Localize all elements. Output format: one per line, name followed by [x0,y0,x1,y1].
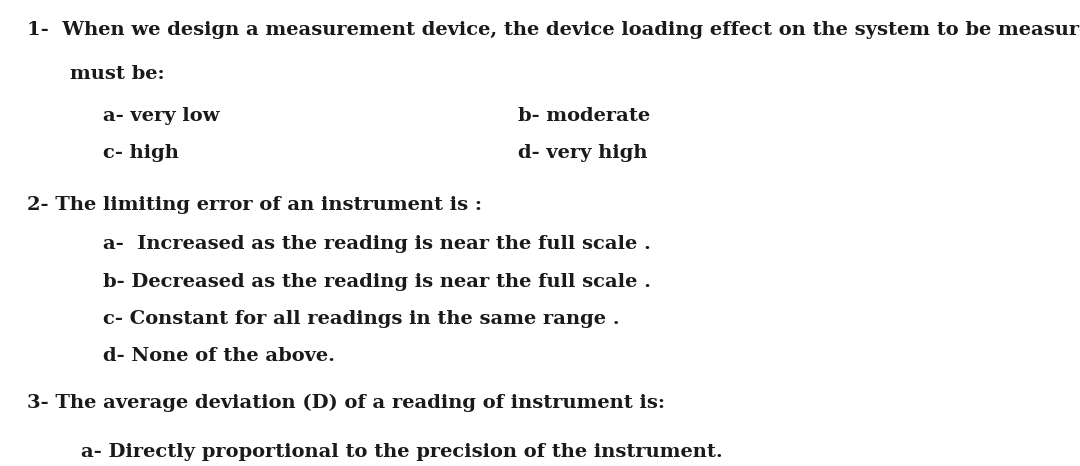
Text: 2- The limiting error of an instrument is :: 2- The limiting error of an instrument i… [27,196,482,214]
Text: d- very high: d- very high [518,144,648,163]
Text: a- very low: a- very low [103,107,219,125]
Text: c- high: c- high [103,144,178,163]
Text: 1-  When we design a measurement device, the device loading effect on the system: 1- When we design a measurement device, … [27,21,1080,39]
Text: c- Constant for all readings in the same range .: c- Constant for all readings in the same… [103,310,619,328]
Text: 3- The average deviation (D) of a reading of instrument is:: 3- The average deviation (D) of a readin… [27,394,665,412]
Text: a- Directly proportional to the precision of the instrument.: a- Directly proportional to the precisio… [81,443,723,461]
Text: a-  Increased as the reading is near the full scale .: a- Increased as the reading is near the … [103,235,650,254]
Text: b- moderate: b- moderate [518,107,650,125]
Text: d- None of the above.: d- None of the above. [103,347,335,365]
Text: must be:: must be: [70,65,165,83]
Text: b- Decreased as the reading is near the full scale .: b- Decreased as the reading is near the … [103,273,650,291]
